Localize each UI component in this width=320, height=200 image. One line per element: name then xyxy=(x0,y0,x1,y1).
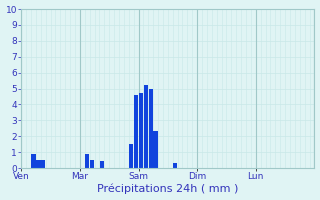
Bar xyxy=(41,160,45,168)
Bar xyxy=(173,163,177,168)
Bar xyxy=(134,95,138,168)
Bar xyxy=(90,160,94,168)
Bar xyxy=(100,161,104,168)
Bar xyxy=(153,131,158,168)
Bar xyxy=(139,93,143,168)
Bar xyxy=(85,154,89,168)
Bar xyxy=(148,89,153,168)
Bar xyxy=(36,160,41,168)
X-axis label: Précipitations 24h ( mm ): Précipitations 24h ( mm ) xyxy=(97,184,238,194)
Bar xyxy=(31,154,36,168)
Bar xyxy=(129,144,133,168)
Bar xyxy=(144,85,148,168)
